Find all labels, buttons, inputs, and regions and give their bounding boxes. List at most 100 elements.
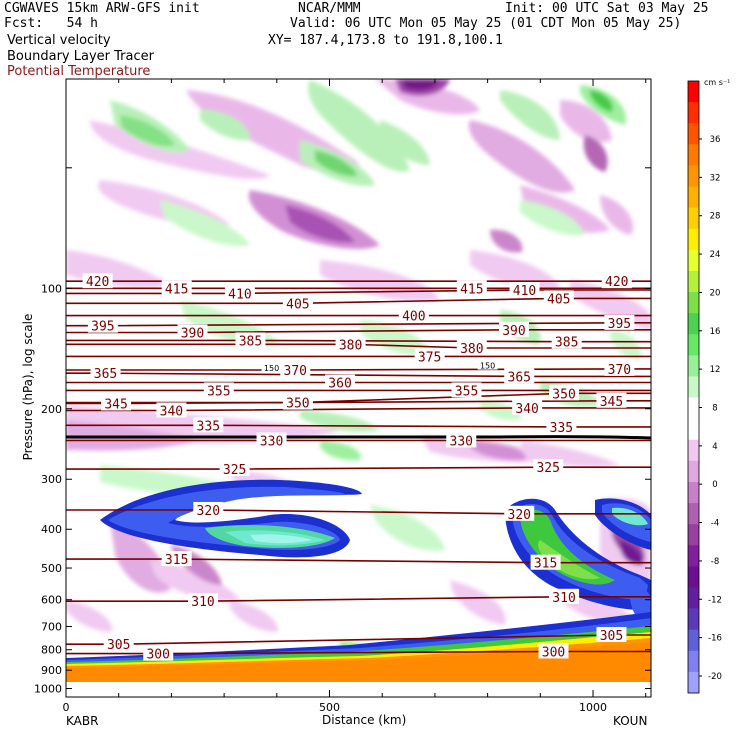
colorbar-tick-label: 0 [712, 480, 717, 490]
colorbar-swatch [688, 545, 699, 567]
isentrope-label-bg [604, 360, 635, 376]
colorbar-swatch [688, 144, 699, 166]
colorbar-tick-label: 8 [712, 404, 717, 414]
y-tick-label: 400 [41, 523, 62, 536]
tropopause-label: 150 [480, 362, 495, 371]
isentrope-label: 325 [536, 461, 559, 476]
field-boundary-layer-tracer: Boundary Layer Tracer [7, 49, 154, 64]
isentrope-410 [66, 289, 651, 295]
colorbar-tick-label: -16 [708, 634, 722, 644]
isentrope-label-bg [504, 368, 535, 384]
y-tick-label: 800 [41, 644, 62, 657]
colorbar-swatch [688, 355, 699, 377]
colorbar-swatch [688, 587, 699, 609]
isentrope-305 [66, 634, 651, 645]
isentrope-label: 315 [534, 557, 557, 572]
isentrope-405 [66, 297, 651, 305]
isentrope-label: 315 [165, 553, 188, 568]
center-label: NCAR/MMM [298, 1, 361, 16]
isentrope-label: 330 [260, 434, 283, 449]
isentrope-335 [66, 424, 651, 428]
isentrope-label: 355 [207, 384, 230, 399]
colorbar-swatch [688, 650, 699, 673]
isentrope-label: 380 [460, 342, 483, 357]
isentrope-label-bg [551, 333, 582, 349]
y-tick-label: 700 [41, 621, 62, 634]
isentrope-label-bg [143, 645, 174, 661]
y-axis: 100 200 300 400 500 600 700 800 900 1000 [34, 167, 651, 696]
field-vertical-velocity: Vertical velocity [7, 33, 111, 48]
isentrope-label: 410 [513, 284, 536, 299]
isentrope-label: 385 [555, 336, 578, 351]
isentrope-label: 395 [608, 317, 631, 332]
isentrope-label: 370 [284, 364, 307, 379]
colorbar-swatch [688, 418, 699, 441]
isentrope-label: 345 [104, 397, 127, 412]
colorbar-tick-label: -12 [708, 595, 722, 605]
x-axis-label: Distance (km) [322, 713, 407, 727]
isentrope-label: 350 [552, 387, 575, 402]
isentrope-label-bg [161, 280, 192, 296]
isentrope-label-bg [604, 314, 635, 330]
colorbar: 36 32 28 24 20 16 12 8 4 0 -4 -8 -12 -16 -20 [687, 80, 722, 694]
colorbar-swatch [688, 439, 699, 462]
isentrope-label: 310 [552, 591, 575, 606]
isentrope-label-bg [156, 402, 187, 418]
isentrope-label-bg [456, 280, 487, 296]
isentrope-label-bg [325, 374, 356, 390]
tropopause-label-bg [477, 360, 498, 370]
colorbar-swatch [688, 524, 699, 546]
isentrope-label: 300 [146, 648, 169, 663]
isentrope-395 [66, 322, 651, 327]
isentrope-label-bg [530, 554, 561, 570]
isentrope-label-bg [533, 459, 564, 475]
colorbar-tick-label: 12 [710, 365, 721, 375]
isentrope-label: 390 [502, 324, 525, 339]
isentrope-315 [66, 558, 651, 564]
isentrope-label: 420 [605, 275, 628, 290]
isentrope-label: 365 [508, 370, 531, 385]
colorbar-tick-label: -8 [711, 557, 719, 567]
isentrope-label-bg [87, 317, 118, 333]
isentrope-390 [66, 329, 651, 334]
colorbar-swatch [688, 397, 699, 420]
isentrope-label-bg [203, 382, 234, 398]
isentrope-label: 340 [160, 404, 183, 419]
y-tick-label: 100 [41, 282, 62, 295]
colorbar-swatch [688, 165, 699, 187]
isentrope-label-bg [398, 307, 429, 323]
isentrope-label: 415 [460, 282, 483, 297]
isentrope-label-bg [601, 273, 632, 289]
isentrope-label: 355 [455, 384, 478, 399]
colorbar-swatch [688, 102, 699, 124]
isentrope-label-bg [224, 285, 255, 301]
isentrope-label-bg [546, 418, 577, 434]
tropopause-line [66, 435, 651, 440]
colorbar-swatch [688, 313, 699, 335]
isentrope-label-bg [90, 365, 121, 381]
colorbar-swatch [688, 207, 699, 230]
isentrope-label: 395 [91, 320, 114, 335]
isentrope-label-bg [512, 399, 543, 415]
isentrope-label-bg [543, 290, 574, 306]
colorbar-tick-label: 28 [710, 212, 721, 222]
isentrope-label-bg [549, 385, 580, 401]
colorbar-swatch [688, 123, 699, 145]
forecast-hour: Fcst: 54 h [4, 16, 98, 31]
isentrope-label-bg [446, 432, 477, 448]
isentrope-label-bg [538, 643, 569, 659]
colorbar-swatch [688, 671, 699, 694]
isentrope-label: 375 [418, 350, 441, 365]
x-tick-label: 500 [319, 701, 340, 714]
y-tick-label: 600 [41, 594, 62, 607]
colorbar-tick-label: 16 [710, 327, 721, 337]
isentrope-label: 405 [547, 292, 570, 307]
isentrope-label: 365 [94, 367, 117, 382]
y-tick-label: 200 [41, 403, 62, 416]
tropopause-label: 150 [264, 364, 279, 373]
isentrope-label-bg [498, 321, 529, 337]
isentrope-label: 420 [86, 275, 109, 290]
isentrope-label-bg [280, 361, 311, 377]
y-tick-label: 300 [41, 473, 62, 486]
isentrope-label-bg [256, 432, 287, 448]
